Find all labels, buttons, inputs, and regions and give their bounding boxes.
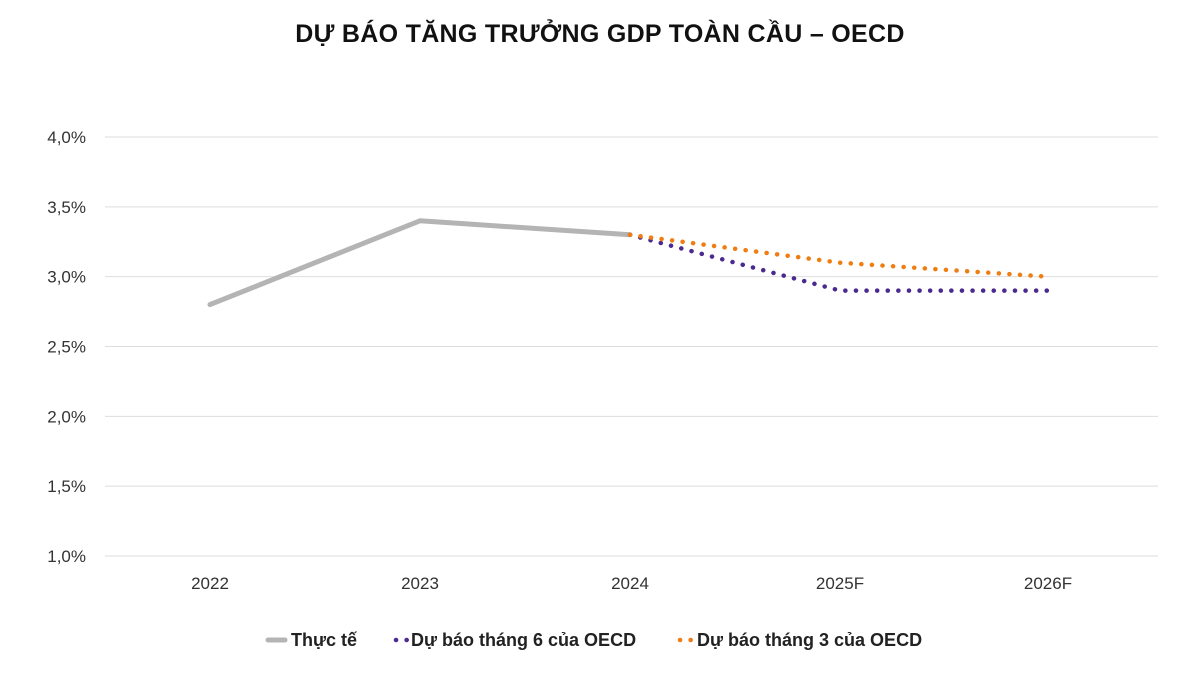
x-tick-label: 2025F (816, 574, 864, 593)
series-line-forecast-march (627, 232, 1051, 279)
legend-label: Thực tế (291, 630, 358, 650)
series-line-actual (207, 218, 633, 308)
x-tick-label: 2023 (401, 574, 439, 593)
y-tick-label: 3,5% (47, 198, 86, 217)
x-axis-ticks: 2022 2023 2024 2025F 2026F (191, 574, 1072, 593)
gridlines (105, 136, 1158, 557)
y-tick-label: 2,5% (47, 338, 86, 357)
y-tick-label: 1,0% (47, 547, 86, 566)
series-lines (207, 218, 1051, 308)
legend-label: Dự báo tháng 6 của OECD (411, 630, 636, 650)
legend: Thực tế Dự báo tháng 6 của OECD Dự báo thá… (265, 630, 922, 650)
series-line-forecast-june (627, 232, 1051, 293)
x-tick-label: 2026F (1024, 574, 1072, 593)
legend-label: Dự báo tháng 3 của OECD (697, 630, 922, 650)
y-tick-label: 1,5% (47, 477, 86, 496)
x-tick-label: 2024 (611, 574, 649, 593)
legend-item: Thực tế (265, 630, 358, 650)
legend-item: Dự báo tháng 3 của OECD (677, 630, 922, 650)
chart-title: DỰ BÁO TĂNG TRƯỞNG GDP TOÀN CẦU – OECD (295, 20, 905, 48)
y-tick-label: 3,0% (47, 268, 86, 287)
y-tick-label: 2,0% (47, 407, 86, 426)
y-axis-ticks: 1,0% 1,5% 2,0% 2,5% 3,0% 3,5% 4,0% (47, 128, 86, 566)
y-tick-label: 4,0% (47, 128, 86, 147)
x-tick-label: 2022 (191, 574, 229, 593)
legend-item: Dự báo tháng 6 của OECD (393, 630, 636, 650)
